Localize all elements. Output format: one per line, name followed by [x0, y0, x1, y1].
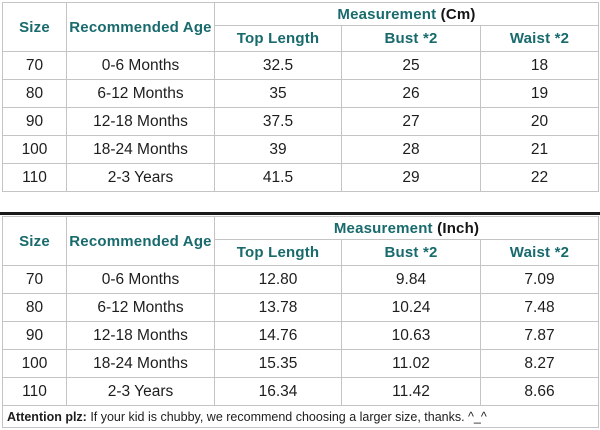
table-row: 100 18-24 Months 39 28 21: [2, 135, 600, 164]
size-cell: 80: [2, 293, 67, 322]
bust-cell: 11.42: [341, 377, 481, 406]
size-cell: 80: [2, 79, 67, 108]
measurement-unit-cm: (Cm): [440, 5, 476, 23]
waist-column-header: Waist *2: [479, 239, 600, 266]
waist-cell: 8.27: [479, 349, 600, 378]
measurement-unit-inch: (Inch): [437, 219, 480, 237]
waist-column-header: Waist *2: [479, 25, 600, 52]
top-length-cell: 14.76: [214, 321, 342, 350]
waist-cell: 19: [479, 79, 600, 108]
table-row: 70 0-6 Months 32.5 25 18: [2, 51, 600, 80]
size-table-inch: Size Recommended Age Measurement (Inch) …: [1, 216, 600, 428]
size-cell: 110: [2, 377, 67, 406]
bust-cell: 10.63: [341, 321, 481, 350]
table-gap: [2, 192, 598, 212]
age-cell: 0-6 Months: [66, 51, 215, 80]
top-length-cell: 13.78: [214, 293, 342, 322]
attention-note-text: If your kid is chubby, we recommend choo…: [86, 409, 487, 424]
measurement-group-header: Measurement (Cm): [213, 2, 600, 26]
waist-cell: 7.87: [479, 321, 600, 350]
top-length-column-header: Top Length: [214, 239, 342, 266]
top-length-cell: 15.35: [214, 349, 342, 378]
measurement-header-row-cm: Size Recommended Age Measurement (Cm): [2, 2, 600, 52]
waist-cell: 7.48: [479, 293, 600, 322]
size-cell: 70: [2, 51, 67, 80]
age-cell: 18-24 Months: [66, 135, 215, 164]
age-cell: 2-3 Years: [66, 163, 215, 192]
size-column-header: Size: [2, 2, 67, 52]
waist-cell: 7.09: [479, 265, 600, 294]
waist-cell: 22: [479, 163, 600, 192]
top-length-cell: 12.80: [214, 265, 342, 294]
measurement-header-row-inch: Size Recommended Age Measurement (Inch): [2, 216, 600, 266]
bust-cell: 11.02: [341, 349, 481, 378]
table-row: 110 2-3 Years 16.34 11.42 8.66: [2, 377, 600, 406]
waist-cell: 21: [479, 135, 600, 164]
bust-cell: 27: [341, 107, 481, 136]
table-row: 70 0-6 Months 12.80 9.84 7.09: [2, 265, 600, 294]
size-cell: 70: [2, 265, 67, 294]
age-cell: 6-12 Months: [66, 293, 215, 322]
measurement-label: Measurement: [333, 219, 433, 237]
bust-cell: 10.24: [341, 293, 481, 322]
age-cell: 2-3 Years: [66, 377, 215, 406]
sub-header-row-inch: Top Length Bust *2 Waist *2: [3, 239, 600, 266]
table-row: 80 6-12 Months 13.78 10.24 7.48: [2, 293, 600, 322]
table-row: 80 6-12 Months 35 26 19: [2, 79, 600, 108]
age-column-header: Recommended Age: [66, 216, 215, 266]
age-cell: 12-18 Months: [66, 107, 215, 136]
attention-note-label: Attention plz:: [7, 409, 87, 424]
top-length-cell: 39: [214, 135, 342, 164]
age-cell: 6-12 Months: [66, 79, 215, 108]
age-cell: 18-24 Months: [66, 349, 215, 378]
bust-cell: 26: [341, 79, 481, 108]
top-length-column-header: Top Length: [214, 25, 342, 52]
top-length-cell: 16.34: [214, 377, 342, 406]
age-cell: 12-18 Months: [66, 321, 215, 350]
top-length-cell: 35: [214, 79, 342, 108]
table-row: 110 2-3 Years 41.5 29 22: [2, 163, 600, 192]
bust-column-header: Bust *2: [341, 25, 481, 52]
size-cell: 100: [2, 349, 67, 378]
measurement-label: Measurement: [337, 5, 437, 23]
table-row: 90 12-18 Months 37.5 27 20: [2, 107, 600, 136]
bust-cell: 28: [341, 135, 481, 164]
table-separator-line: [0, 212, 600, 215]
attention-note: Attention plz: If your kid is chubby, we…: [1, 405, 600, 428]
waist-cell: 20: [479, 107, 600, 136]
waist-cell: 18: [479, 51, 600, 80]
age-cell: 0-6 Months: [66, 265, 215, 294]
size-cell: 110: [2, 163, 67, 192]
bust-cell: 9.84: [341, 265, 481, 294]
bust-cell: 29: [341, 163, 481, 192]
waist-cell: 8.66: [479, 377, 600, 406]
top-length-cell: 41.5: [214, 163, 342, 192]
size-cell: 90: [2, 107, 67, 136]
size-table-cm: Size Recommended Age Measurement (Cm) To…: [2, 2, 600, 192]
attention-note-row: Attention plz: If your kid is chubby, we…: [1, 405, 600, 428]
measurement-group-header: Measurement (Inch): [213, 216, 600, 240]
table-row: 100 18-24 Months 15.35 11.02 8.27: [2, 349, 600, 378]
size-cell: 90: [2, 321, 67, 350]
age-column-header: Recommended Age: [66, 2, 215, 52]
sub-header-row-cm: Top Length Bust *2 Waist *2: [3, 25, 600, 52]
bust-cell: 25: [341, 51, 481, 80]
table-row: 90 12-18 Months 14.76 10.63 7.87: [2, 321, 600, 350]
size-column-header: Size: [2, 216, 67, 266]
top-length-cell: 37.5: [214, 107, 342, 136]
bust-column-header: Bust *2: [341, 239, 481, 266]
size-cell: 100: [2, 135, 67, 164]
top-length-cell: 32.5: [214, 51, 342, 80]
